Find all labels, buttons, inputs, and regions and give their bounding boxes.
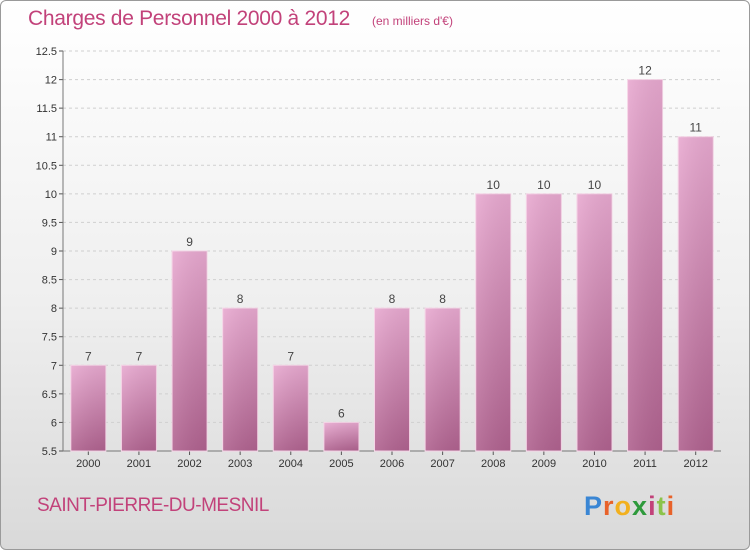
y-tick-label: 8.5 <box>42 275 57 287</box>
bar-shine <box>121 365 157 451</box>
label-layer: 7 7 9 8 7 6 8 8 10 10 10 12 11 <box>85 64 702 421</box>
bar-shine <box>374 308 410 451</box>
x-tick-label-2003: 2003 <box>228 458 252 470</box>
x-tick-label-2011: 2011 <box>633 458 657 470</box>
y-tick-label: 9.5 <box>42 217 57 229</box>
logo-letter: i <box>648 491 657 521</box>
logo-letter: o <box>614 491 633 521</box>
data-label-2009: 10 <box>537 178 551 192</box>
bar-shine <box>70 365 106 451</box>
data-label-2005: 6 <box>338 406 345 420</box>
commune-name: SAINT-PIERRE-DU-MESNIL <box>37 495 269 516</box>
data-label-2002: 9 <box>186 235 193 249</box>
data-label-2012: 11 <box>689 121 702 135</box>
data-label-2004: 7 <box>287 349 294 363</box>
logo-letter: P <box>584 491 604 521</box>
data-label-2003: 8 <box>237 292 244 306</box>
data-label-2006: 8 <box>389 292 396 306</box>
bar-shine <box>475 193 511 451</box>
x-tick-label-2010: 2010 <box>582 458 606 470</box>
x-tick-label-2004: 2004 <box>279 458 303 470</box>
x-tick-label-2005: 2005 <box>329 458 353 470</box>
x-tick-label-2012: 2012 <box>683 458 707 470</box>
y-tick-label: 12.5 <box>36 46 57 58</box>
bar-shine <box>273 365 309 451</box>
bar-layer <box>70 79 714 452</box>
y-tick-label: 7.5 <box>42 332 57 344</box>
bar-shine <box>323 422 359 451</box>
y-tick-label: 10.5 <box>36 160 57 172</box>
x-tick-label-2009: 2009 <box>532 458 556 470</box>
data-label-2011: 12 <box>638 64 652 78</box>
x-tick-label-2001: 2001 <box>127 458 151 470</box>
x-tick-label-2007: 2007 <box>430 458 454 470</box>
y-tick-label: 7 <box>51 360 57 372</box>
x-tick-label-2002: 2002 <box>177 458 201 470</box>
x-tick-label-2006: 2006 <box>380 458 404 470</box>
chart-title: Charges de Personnel 2000 à 2012 <box>28 7 350 30</box>
bar-shine <box>678 136 714 451</box>
chart-subtitle: (en milliers d'€) <box>372 14 453 28</box>
bar-shine <box>576 193 612 451</box>
logo-letter: t <box>656 491 667 521</box>
data-label-2010: 10 <box>588 178 602 192</box>
logo-letter: x <box>632 491 649 521</box>
logo-letter: r <box>603 491 615 521</box>
data-label-2008: 10 <box>487 178 501 192</box>
y-tick-label: 6 <box>51 417 57 429</box>
bar-shine <box>627 79 663 452</box>
axis-layer: 5.5 6 6.5 7 7.5 8 8.5 9 9.5 10 10.5 11 11.5 12 12.5 200… <box>36 46 721 470</box>
bar-shine <box>425 308 461 451</box>
x-tick-label-2008: 2008 <box>481 458 505 470</box>
data-label-2000: 7 <box>85 349 92 363</box>
y-tick-label: 11.5 <box>36 103 57 115</box>
y-tick-label: 5.5 <box>42 446 57 458</box>
y-tick-label: 11 <box>46 132 57 144</box>
bar-shine <box>172 251 208 451</box>
logo-letter: i <box>666 491 676 521</box>
y-tick-label: 8 <box>51 303 57 315</box>
y-tick-label: 12 <box>45 75 57 87</box>
bar-shine <box>222 308 258 451</box>
y-tick-label: 6.5 <box>42 389 57 401</box>
y-tick-label: 9 <box>51 246 57 258</box>
bar-shine <box>526 193 562 451</box>
y-tick-label: 10 <box>45 189 57 201</box>
data-label-2007: 8 <box>439 292 446 306</box>
x-tick-label-2000: 2000 <box>76 458 100 470</box>
data-label-2001: 7 <box>136 349 143 363</box>
proxiti-logo[interactable]: Proxiti <box>584 491 675 522</box>
